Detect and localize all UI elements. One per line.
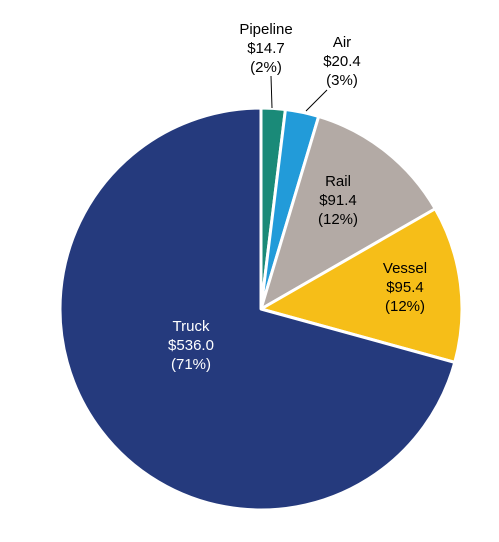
slice-rail-pct-label: (12%)	[318, 211, 358, 228]
slice-pipeline-pct-label: (2%)	[250, 59, 282, 76]
slice-pipeline-value-label: $14.7	[247, 40, 285, 57]
slice-label-truck: Truck $536.0 (71%)	[168, 318, 214, 373]
slice-air-name-label: Air	[333, 34, 351, 51]
slice-rail-value-label: $91.4	[319, 192, 357, 209]
slice-air-pct-label: (3%)	[326, 72, 358, 89]
slice-vessel-pct-label: (12%)	[385, 298, 425, 315]
slice-label-rail: Rail $91.4 (12%)	[318, 173, 358, 228]
pie-slice-rail	[259, 114, 437, 311]
pie-slice-vessel	[259, 207, 464, 364]
slice-pipeline-name-label: Pipeline	[239, 21, 292, 38]
slice-label-vessel: Vessel $95.4 (12%)	[383, 260, 427, 315]
slice-air-value-label: $20.4	[323, 53, 361, 70]
pie-slices	[58, 106, 464, 512]
slice-label-pipeline: Pipeline $14.7 (2%)	[239, 21, 292, 76]
slice-truck-name-label: Truck	[173, 318, 210, 335]
pie-slice-truck	[58, 106, 457, 512]
leader-lines	[270, 75, 328, 112]
slice-truck-pct-label: (71%)	[171, 356, 211, 373]
slice-label-air: Air $20.4 (3%)	[323, 34, 361, 89]
leader-line-pipeline	[270, 75, 273, 109]
slice-labels: Pipeline $14.7 (2%) Air $20.4 (3%) Rail $91.4 (1…	[168, 21, 427, 373]
slice-truck-value-label: $536.0	[168, 337, 214, 354]
slice-rail-name-label: Rail	[325, 173, 351, 190]
slice-vessel-value-label: $95.4	[386, 279, 424, 296]
slice-vessel-name-label: Vessel	[383, 260, 427, 277]
leader-line-air	[305, 89, 328, 112]
